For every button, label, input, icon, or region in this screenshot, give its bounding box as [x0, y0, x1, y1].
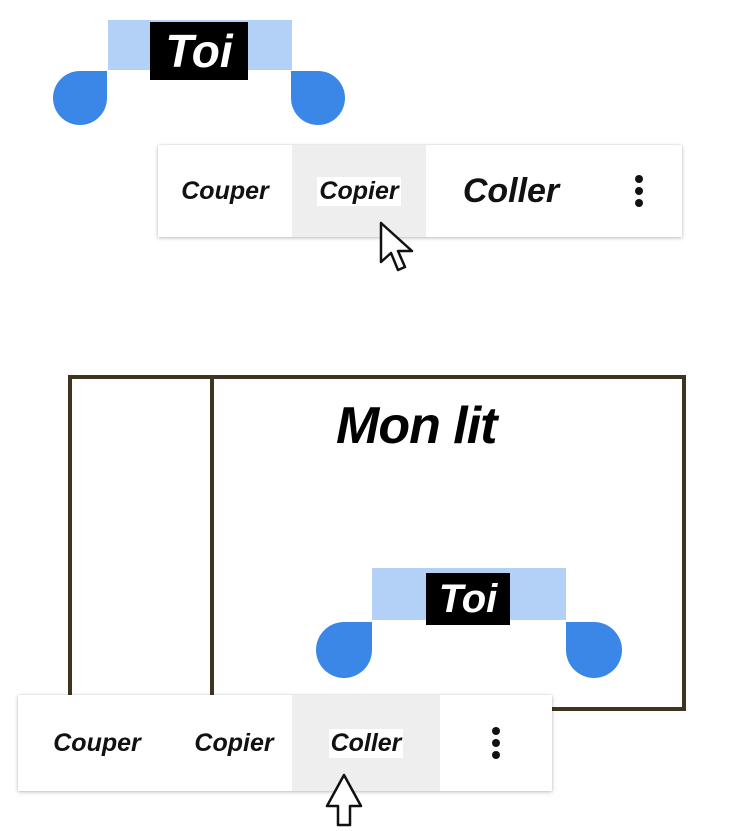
menu-item-cut[interactable]: Couper — [158, 145, 292, 237]
bed-label: Mon lit — [336, 397, 498, 455]
bottom-context-menu: Couper Copier Coller — [18, 695, 552, 791]
more-vertical-icon — [635, 175, 643, 207]
menu-item-label: Couper — [51, 728, 143, 758]
mouse-pointer-icon — [379, 221, 414, 272]
mouse-pointer-icon — [325, 773, 363, 827]
menu-item-label: Coller — [460, 171, 562, 211]
more-options-button[interactable] — [596, 145, 682, 237]
selection-start-handle[interactable] — [316, 622, 372, 678]
menu-item-label: Coller — [328, 728, 404, 758]
menu-item-copy[interactable]: Copier — [292, 145, 426, 237]
selected-text[interactable]: Toi — [150, 22, 248, 80]
selection-end-handle[interactable] — [291, 71, 345, 125]
menu-item-paste[interactable]: Coller — [426, 145, 596, 237]
menu-item-cut[interactable]: Couper — [18, 695, 176, 791]
menu-item-label: Copier — [192, 728, 276, 758]
selection-start-handle[interactable] — [53, 71, 107, 125]
selected-text[interactable]: Toi — [426, 573, 510, 625]
bed-pillow-divider — [210, 379, 214, 707]
more-vertical-icon — [492, 727, 500, 759]
more-options-button[interactable] — [440, 695, 552, 791]
top-context-menu: Couper Copier Coller — [158, 145, 682, 237]
menu-item-paste[interactable]: Coller — [292, 695, 440, 791]
menu-item-copy[interactable]: Copier — [176, 695, 292, 791]
selection-end-handle[interactable] — [566, 622, 622, 678]
menu-item-label: Couper — [179, 176, 271, 206]
menu-item-label: Copier — [317, 176, 401, 206]
